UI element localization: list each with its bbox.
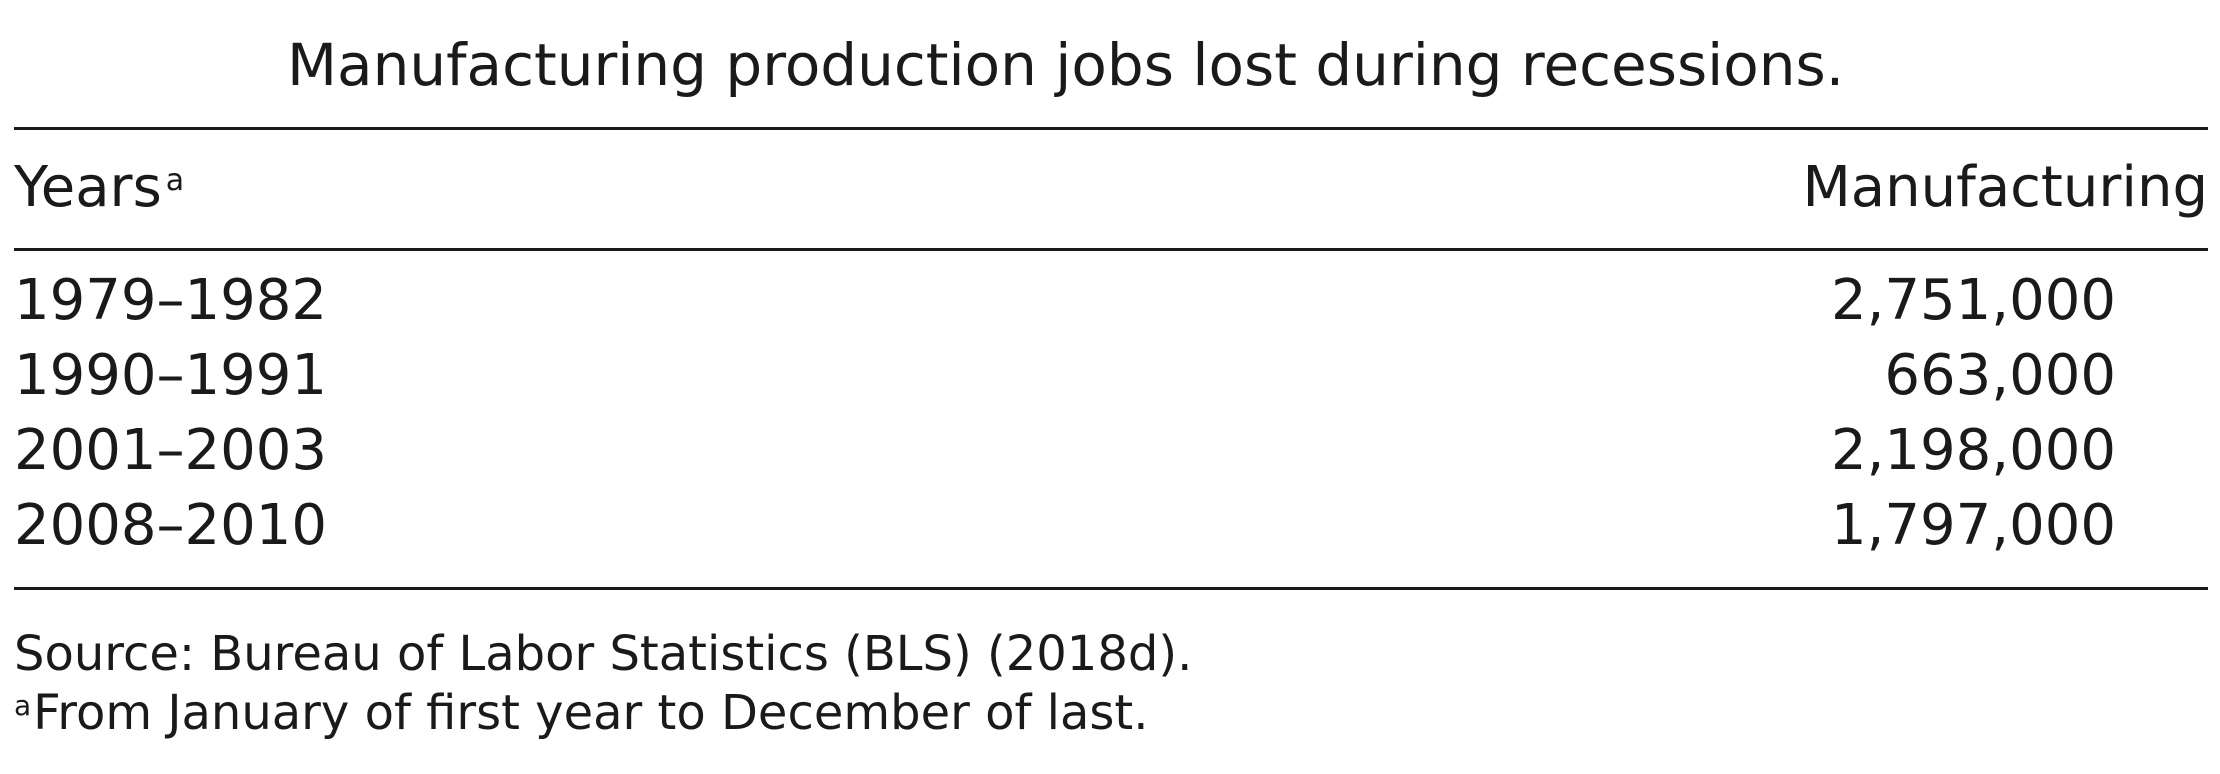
footnote-text: From January of first year to December o… bbox=[33, 685, 1149, 741]
table-body: 1979–1982 2,751,000 1990–1991 663,000 20… bbox=[14, 263, 2208, 563]
row-years: 2001–2003 bbox=[14, 418, 328, 483]
header-years: Years a bbox=[14, 153, 184, 232]
header-years-label: Years bbox=[14, 155, 162, 220]
header-manufacturing: Manufacturing bbox=[1802, 155, 2208, 220]
row-manufacturing: 663,000 bbox=[1884, 343, 2116, 408]
table-title: Manufacturing production jobs lost durin… bbox=[287, 31, 1845, 99]
source-note: Source: Bureau of Labor Statistics (BLS)… bbox=[14, 626, 1193, 682]
row-manufacturing: 1,797,000 bbox=[1830, 493, 2116, 558]
table-row: 1990–1991 663,000 bbox=[14, 338, 2208, 413]
table-row: 1979–1982 2,751,000 bbox=[14, 263, 2208, 338]
row-manufacturing: 2,198,000 bbox=[1830, 418, 2116, 483]
bottom-rule bbox=[14, 587, 2208, 590]
row-manufacturing: 2,751,000 bbox=[1830, 268, 2116, 333]
top-rule bbox=[14, 127, 2208, 130]
header-years-footnote-marker: a bbox=[165, 163, 185, 198]
footnote-marker: a bbox=[14, 689, 32, 722]
header-rule bbox=[14, 248, 2208, 251]
row-years: 1990–1991 bbox=[14, 343, 328, 408]
row-years: 2008–2010 bbox=[14, 493, 328, 558]
table-row: 2008–2010 1,797,000 bbox=[14, 488, 2208, 563]
footnote: aFrom January of first year to December … bbox=[14, 683, 1148, 750]
table-row: 2001–2003 2,198,000 bbox=[14, 413, 2208, 488]
row-years: 1979–1982 bbox=[14, 268, 328, 333]
